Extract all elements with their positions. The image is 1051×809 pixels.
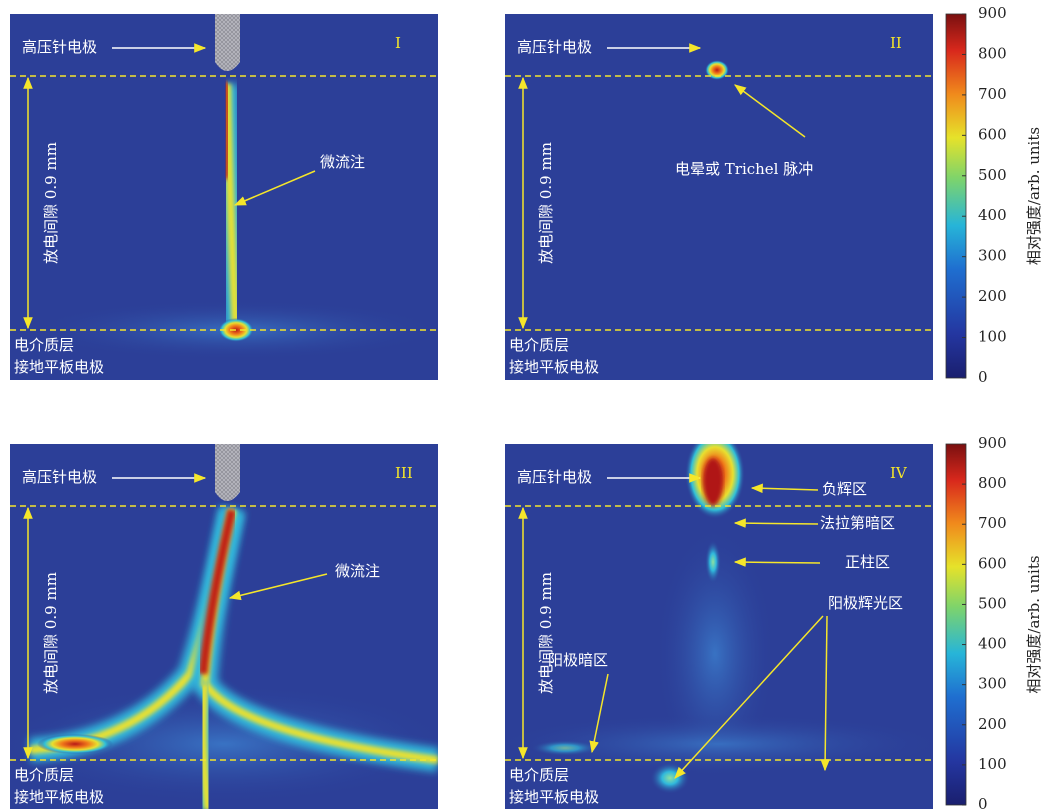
colorbar-tick-label: 700	[978, 85, 1007, 103]
electrode-label: 高压针电极	[22, 38, 97, 56]
colorbar-tick-label: 300	[978, 247, 1007, 265]
colorbar-tick-label: 100	[978, 755, 1007, 773]
needle	[215, 14, 240, 71]
glow	[203, 684, 208, 809]
panel-numeral: I	[395, 34, 401, 52]
ground-label: 接地平板电极	[509, 788, 599, 806]
colorbar-label: 相对强度/arb. units	[1025, 127, 1043, 265]
electrode-label: 高压针电极	[517, 38, 592, 56]
annotation: 法拉第暗区	[820, 514, 895, 532]
annotation: 阳极暗区	[548, 651, 608, 669]
gap-label: 放电间隙 0.9 mm	[537, 572, 555, 694]
glow	[531, 740, 599, 756]
colorbar-tick-label: 600	[978, 554, 1007, 572]
dielectric-label: 电介质层	[14, 336, 74, 354]
glow	[703, 458, 723, 506]
glow	[650, 762, 690, 794]
colorbar-tick-label: 800	[978, 44, 1007, 62]
colorbar-tick-label: 0	[978, 368, 988, 386]
panel-numeral: III	[395, 464, 413, 482]
colorbar-tick-label: 500	[978, 166, 1007, 184]
gap-label: 放电间隙 0.9 mm	[42, 142, 60, 264]
gap-label: 放电间隙 0.9 mm	[537, 142, 555, 264]
colorbar-tick-label: 0	[978, 795, 988, 809]
colorbar-label: 相对强度/arb. units	[1025, 555, 1043, 693]
panel-numeral: IV	[890, 464, 908, 482]
electrode-label: 高压针电极	[517, 468, 592, 486]
colorbar-tick-label: 700	[978, 514, 1007, 532]
image	[705, 60, 729, 80]
glow	[37, 734, 113, 754]
ground-label: 接地平板电极	[14, 788, 104, 806]
annotation: 负辉区	[822, 480, 867, 498]
colorbar	[946, 14, 966, 378]
colorbar-tick-label: 100	[978, 328, 1007, 346]
colorbar-tick-label: 400	[978, 635, 1007, 653]
gap-label: 放电间隙 0.9 mm	[42, 572, 60, 694]
annotation: 正柱区	[845, 553, 890, 571]
annotation: 微流注	[335, 562, 380, 580]
dielectric-label: 电介质层	[509, 336, 569, 354]
panel-numeral: II	[890, 34, 902, 52]
colorbar-tick-label: 500	[978, 594, 1007, 612]
colorbar-tick-label: 900	[978, 434, 1007, 452]
needle	[215, 444, 240, 501]
colorbar-tick-label: 600	[978, 125, 1007, 143]
colorbar-tick-label: 200	[978, 715, 1007, 733]
ground-label: 接地平板电极	[509, 358, 599, 376]
figure: 高压针电极放电间隙 0.9 mm电介质层接地平板电极I微流注高压针电极放电间隙 …	[0, 0, 1051, 809]
glow	[705, 60, 729, 80]
electrode-label: 高压针电极	[22, 468, 97, 486]
annotation: 微流注	[320, 153, 365, 171]
glow	[705, 540, 721, 584]
glow	[226, 82, 228, 179]
colorbar-tick-label: 900	[978, 4, 1007, 22]
dielectric-label: 电介质层	[509, 766, 569, 784]
annotation-arrow	[735, 562, 820, 563]
colorbar-tick-label: 400	[978, 206, 1007, 224]
annotation: 电晕或 Trichel 脉冲	[675, 160, 813, 178]
annotation: 阳极辉光区	[828, 594, 903, 612]
colorbar	[946, 444, 966, 805]
colorbar-tick-label: 200	[978, 287, 1007, 305]
ground-label: 接地平板电极	[14, 358, 104, 376]
dielectric-label: 电介质层	[14, 766, 74, 784]
annotation-arrow	[735, 523, 818, 524]
colorbar-tick-label: 800	[978, 474, 1007, 492]
colorbar-tick-label: 300	[978, 675, 1007, 693]
